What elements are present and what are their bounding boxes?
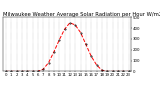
Text: Milwaukee Weather Average Solar Radiation per Hour W/m2 (Last 24 Hours): Milwaukee Weather Average Solar Radiatio… bbox=[3, 12, 160, 17]
